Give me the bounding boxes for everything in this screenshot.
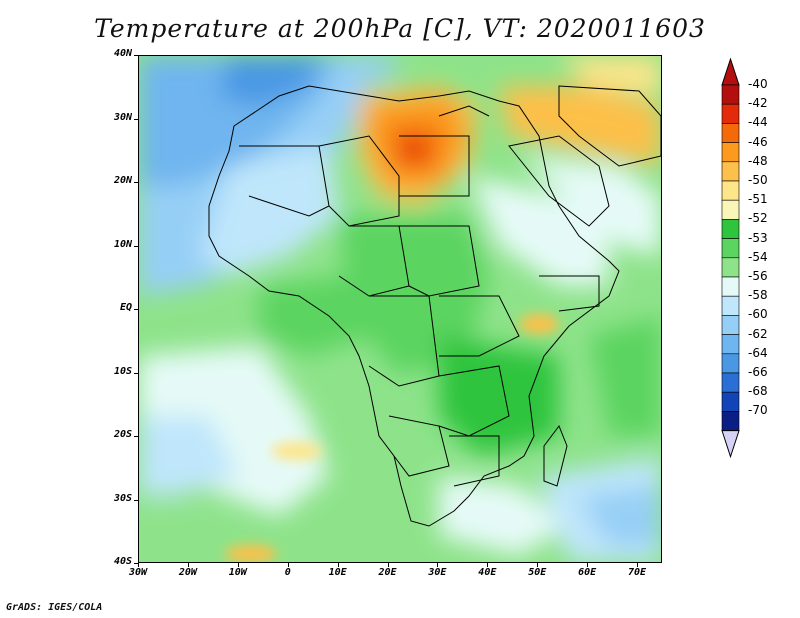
colorbar-swatch xyxy=(721,276,740,297)
grads-credit: GrADS: IGES/COLA xyxy=(6,602,103,613)
map-canvas xyxy=(139,56,661,562)
lat-tick xyxy=(134,309,138,310)
lon-tick xyxy=(237,563,239,567)
lon-label: 10W xyxy=(228,567,247,578)
colorbar-label: -62 xyxy=(748,326,768,341)
colorbar-swatch xyxy=(721,103,740,124)
colorbar xyxy=(721,58,740,459)
temperature-field xyxy=(139,56,661,562)
lat-tick xyxy=(134,245,138,247)
lat-label: 40S xyxy=(113,556,132,567)
lat-label: 10N xyxy=(113,238,132,250)
coastlines xyxy=(208,85,661,527)
colorbar-top-arrow xyxy=(721,58,740,86)
colorbar-swatch xyxy=(721,257,740,278)
lat-tick xyxy=(134,436,138,437)
lat-tick xyxy=(134,372,138,374)
colorbar-swatch xyxy=(721,123,740,143)
lon-tick xyxy=(587,563,589,567)
lon-label: 70E xyxy=(628,567,647,578)
lon-label: 40E xyxy=(478,567,497,578)
map-title: Temperature at 200hPa [C], VT: 202001160… xyxy=(94,14,706,43)
lat-label: 30S xyxy=(113,492,132,504)
colorbar-label: -60 xyxy=(748,307,768,322)
colorbar-label: -58 xyxy=(748,288,768,303)
colorbar-label: -54 xyxy=(748,249,768,264)
colorbar-label: -70 xyxy=(748,403,768,418)
lon-label: 20E xyxy=(378,567,397,578)
lat-tick xyxy=(134,499,138,501)
colorbar-label: -44 xyxy=(748,115,768,130)
colorbar-swatch xyxy=(721,180,740,201)
colorbar-swatch xyxy=(721,315,740,335)
lon-tick xyxy=(387,563,389,567)
colorbar-label: -48 xyxy=(748,153,768,168)
lon-label: 20W xyxy=(178,567,197,578)
colorbar-swatch xyxy=(721,238,740,259)
lat-label: 30N xyxy=(113,111,132,123)
colorbar-label: -52 xyxy=(748,211,768,226)
colorbar-label: -53 xyxy=(748,230,768,245)
colorbar-bottom-arrow xyxy=(721,430,740,459)
colorbar-swatch xyxy=(721,411,740,431)
lon-label: 30W xyxy=(128,567,148,578)
lon-label: 0 xyxy=(284,567,291,578)
temperature-map xyxy=(138,55,662,563)
colorbar-label: -56 xyxy=(748,269,768,283)
lon-label: 30E xyxy=(428,567,447,578)
lon-tick xyxy=(337,563,339,567)
lon-tick xyxy=(138,563,139,567)
colorbar-swatch xyxy=(721,142,740,163)
colorbar-swatch xyxy=(721,391,740,412)
lon-label: 60E xyxy=(578,567,597,578)
colorbar-label: -42 xyxy=(748,96,768,111)
colorbar-label: -66 xyxy=(748,365,768,379)
colorbar-swatch xyxy=(721,295,740,316)
lat-label: 20S xyxy=(113,429,132,440)
lat-label: 10S xyxy=(113,365,132,377)
colorbar-label: -46 xyxy=(748,134,768,149)
lat-tick xyxy=(134,55,138,56)
colorbar-swatch xyxy=(721,334,740,355)
lon-tick xyxy=(537,563,539,567)
colorbar-label: -50 xyxy=(748,173,768,187)
colorbar-swatch xyxy=(721,372,740,393)
colorbar-label: -40 xyxy=(748,77,768,91)
colorbar-swatch xyxy=(721,161,740,182)
lon-tick xyxy=(287,563,289,567)
lat-label: 20N xyxy=(113,175,132,186)
colorbar-swatch xyxy=(721,199,740,220)
colorbar-label: -51 xyxy=(748,192,768,207)
lat-tick xyxy=(134,182,138,183)
lon-tick xyxy=(187,563,189,567)
lon-tick xyxy=(637,563,639,567)
colorbar-label: -64 xyxy=(748,345,768,360)
lon-tick xyxy=(487,563,489,567)
colorbar-swatch xyxy=(721,84,740,105)
lat-label: 40N xyxy=(113,48,132,59)
warm-patches xyxy=(225,314,559,562)
lat-tick xyxy=(134,118,138,120)
colorbar-label: -68 xyxy=(748,384,768,399)
colorbar-swatch xyxy=(721,219,740,239)
lon-label: 10E xyxy=(328,567,347,578)
colorbar-swatch xyxy=(721,353,740,374)
lat-label: EQ xyxy=(119,302,132,313)
lon-label: 50E xyxy=(528,567,547,578)
lat-tick xyxy=(134,563,138,564)
lon-tick xyxy=(437,563,439,567)
